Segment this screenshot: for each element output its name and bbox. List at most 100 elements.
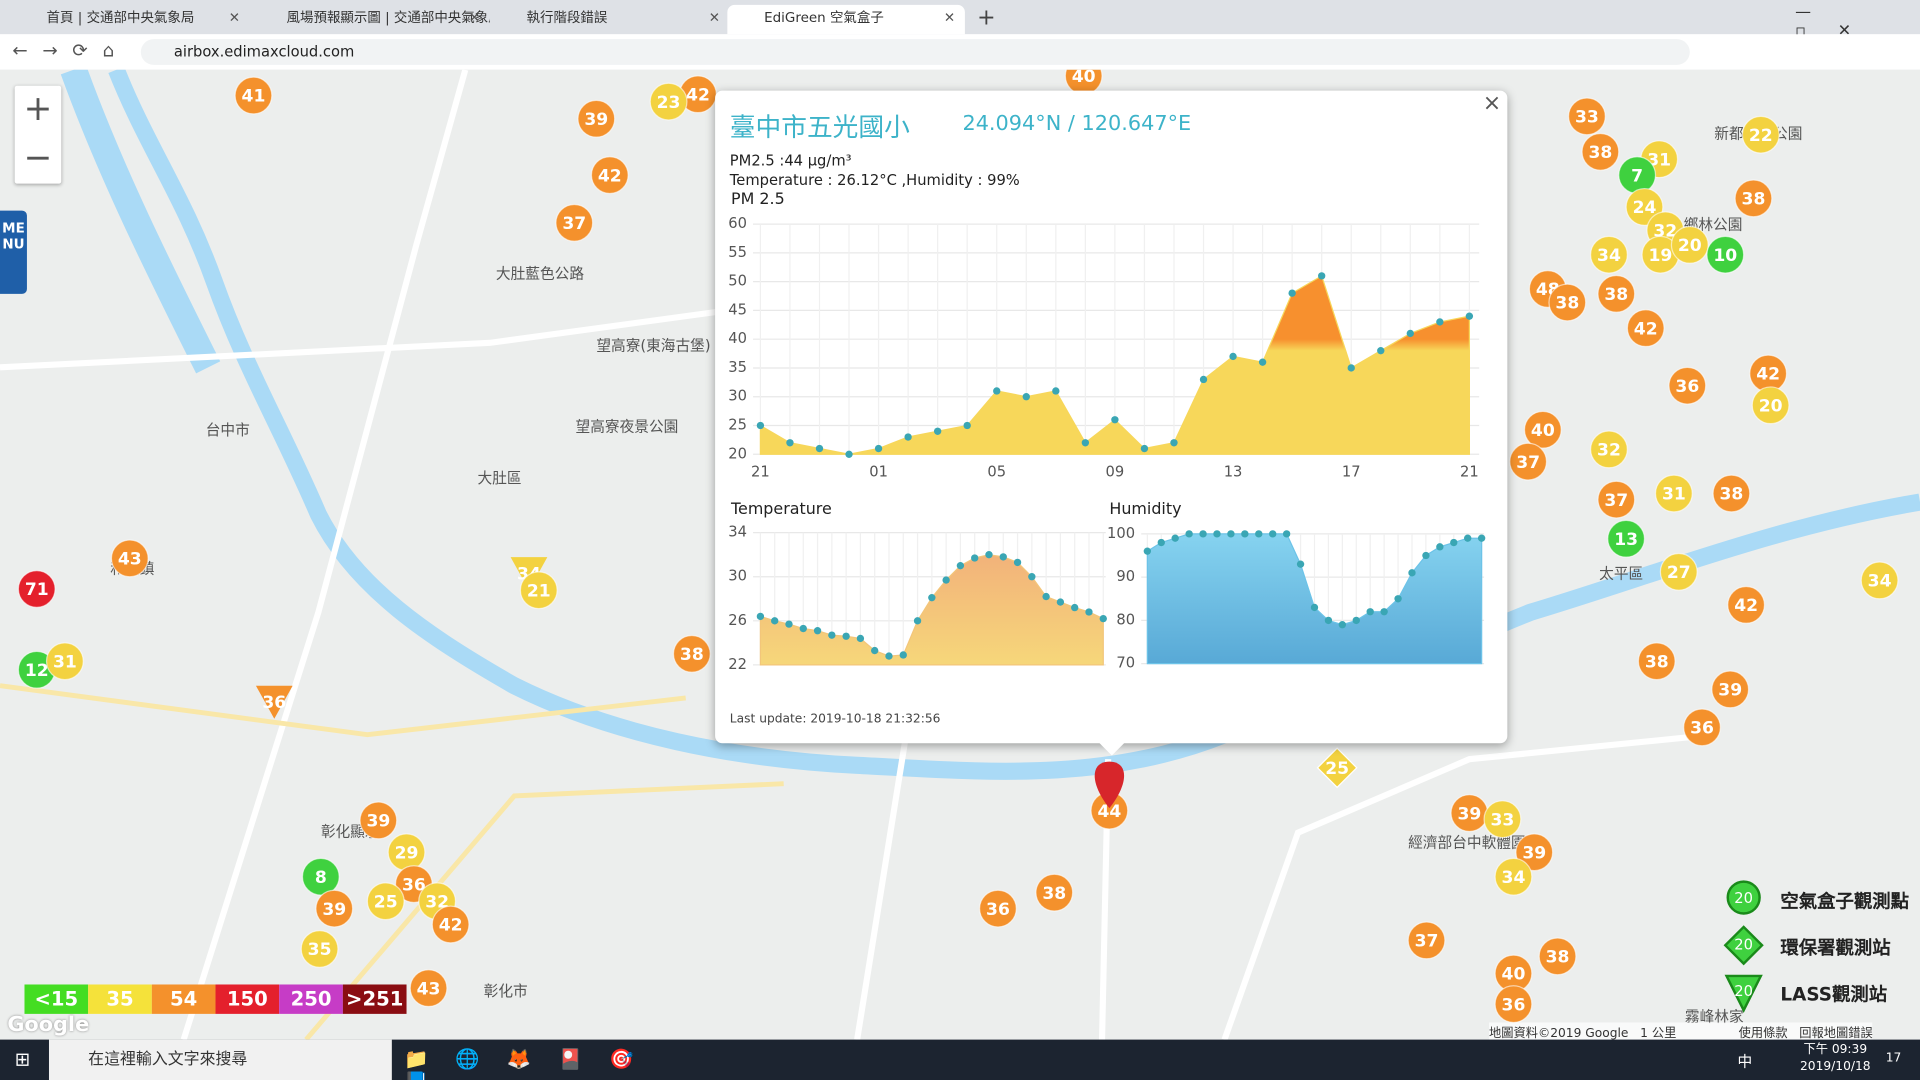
marker-value: 39 [584, 110, 608, 130]
marker-value: 31 [53, 652, 77, 672]
address-bar: ←→⟳⌂ airbox.edimaxcloud.com [0, 34, 1920, 72]
marker-value: 19 [1648, 246, 1672, 266]
tab-bar: 首頁 | 交通部中央氣象局 ✕ 風場預報顯示圖 | 交通部中央氣象局 ✕ 執行階段錯… [0, 0, 1920, 40]
marker-value: 29 [395, 843, 419, 863]
marker [649, 82, 688, 121]
taskbar-apps[interactable]: 📁🌐🦊🎴🎯📘 [404, 1046, 661, 1080]
marker-value: 40 [1531, 421, 1555, 441]
river [60, 65, 221, 374]
marker-value: 39 [1457, 804, 1481, 824]
marker [1637, 642, 1676, 681]
marker-value: 24 [1633, 198, 1657, 218]
place-label: 經濟部台中軟體園區 [1408, 835, 1540, 852]
tab-close[interactable]: ✕ [228, 9, 240, 26]
marker-value: 36 [402, 875, 426, 895]
zoom-out[interactable]: − [23, 137, 53, 178]
scale-item: <15 [24, 984, 89, 1014]
marker-value: 33 [1491, 810, 1515, 830]
highway [0, 683, 784, 1042]
tab-title: 首頁 | 交通部中央氣象局 [46, 9, 195, 26]
marker-value: 10 [1713, 246, 1737, 266]
marker [1538, 937, 1577, 976]
notifications[interactable]: 17 [1885, 1051, 1902, 1066]
marker [577, 99, 616, 138]
marker [1515, 833, 1554, 872]
place-label: 大肚藍色公路 [496, 265, 584, 282]
marker [359, 801, 398, 840]
google-logo: Google [7, 1012, 90, 1038]
marker-triangle [255, 685, 293, 719]
scale-item: >251 [342, 984, 407, 1014]
marker [17, 570, 56, 608]
tab-active[interactable]: EdiGreen 空氣盒子 ✕ [727, 4, 965, 35]
marker [1659, 552, 1698, 591]
clock[interactable]: 下午 09:39 2019/10/18 [1800, 1042, 1871, 1076]
tab[interactable]: 首頁 | 交通部中央氣象局 ✕ [10, 5, 250, 34]
marker [1751, 386, 1790, 425]
marker [1741, 115, 1780, 154]
marker-value: 34 [1502, 868, 1526, 888]
scale-item: 54 [151, 984, 216, 1014]
marker [1860, 561, 1899, 600]
marker-value: 8 [315, 868, 327, 888]
tab[interactable]: 執行階段錯誤 ✕ [490, 5, 730, 34]
ime[interactable]: 中 [1737, 1053, 1753, 1071]
tab-close[interactable]: ✕ [943, 9, 956, 26]
marker-triangle [510, 557, 548, 591]
zoom-in[interactable]: + [23, 88, 53, 129]
new-tab[interactable]: + [977, 4, 996, 31]
marker-value: 38 [1645, 652, 1669, 672]
marker [110, 539, 149, 578]
report-link[interactable]: 回報地圖錯誤 [1799, 1027, 1873, 1041]
marker [1670, 225, 1709, 264]
marker-value: 42 [1734, 596, 1758, 616]
marker [1567, 97, 1606, 136]
nav-buttons[interactable]: ←→⟳⌂ [12, 39, 129, 62]
marker [1509, 442, 1548, 481]
marker-value: 40 [1502, 965, 1526, 985]
marker-value: 39 [366, 812, 390, 832]
legend-row: 20 LASS觀測站 [1714, 971, 1920, 1018]
tab-close[interactable]: ✕ [468, 9, 480, 26]
marker [1727, 585, 1766, 624]
marker-value: 12 [25, 661, 49, 681]
popup-close[interactable]: × [1482, 90, 1502, 117]
color-scale: <15 35 54 150 250 >251 [24, 984, 407, 1014]
marker [45, 642, 84, 681]
marker [1494, 857, 1533, 896]
place-label: 大肚區 [478, 470, 522, 487]
place-labels: 大肚藍色公路望高寮(東海古堡)望高寮夜景公園大肚區和美鎮彰化市太平區霧峰林家鄉林… [110, 126, 1802, 1026]
marker [1581, 132, 1620, 171]
legend-icon: 20 [1726, 880, 1761, 915]
date: 2019/10/18 [1800, 1060, 1871, 1074]
marker-value: 31 [1662, 485, 1686, 505]
icon-shape [1724, 974, 1763, 1013]
tab[interactable]: 風場預報顯示圖 | 交通部中央氣象局 ✕ [250, 5, 490, 34]
tab-title: 風場預報顯示圖 | 交通部中央氣象局 [286, 9, 490, 26]
tab-close[interactable]: ✕ [708, 9, 720, 26]
marker [519, 571, 558, 610]
marker-value: 37 [1604, 491, 1628, 511]
popup-pointer [1098, 742, 1126, 756]
marker [1668, 366, 1707, 405]
marker-value: 42 [1756, 365, 1780, 385]
place-label: 望高寮夜景公園 [576, 417, 679, 435]
search-box[interactable]: 在這裡輸入文字來搜尋 [48, 1039, 392, 1080]
scale-item: 150 [215, 984, 280, 1014]
marker-value: 39 [1522, 843, 1546, 863]
marker-value: 36 [986, 900, 1010, 920]
terms-link[interactable]: 使用條款 [1738, 1027, 1788, 1041]
marker-value: 42 [686, 86, 710, 106]
marker-diamond [1316, 747, 1358, 789]
marker-value: 27 [1667, 563, 1691, 583]
legend-label: 空氣盒子觀測點 [1780, 890, 1909, 913]
url-field[interactable]: airbox.edimaxcloud.com [140, 39, 1690, 65]
tab-title: 執行階段錯誤 [526, 9, 608, 26]
marker [978, 889, 1017, 928]
icon-value: 20 [1734, 890, 1753, 907]
menu-tab[interactable]: MENU [0, 210, 27, 294]
marker-value: 38 [1588, 143, 1612, 163]
marker [1407, 921, 1446, 960]
start-button[interactable]: ⊞ [14, 1048, 31, 1071]
